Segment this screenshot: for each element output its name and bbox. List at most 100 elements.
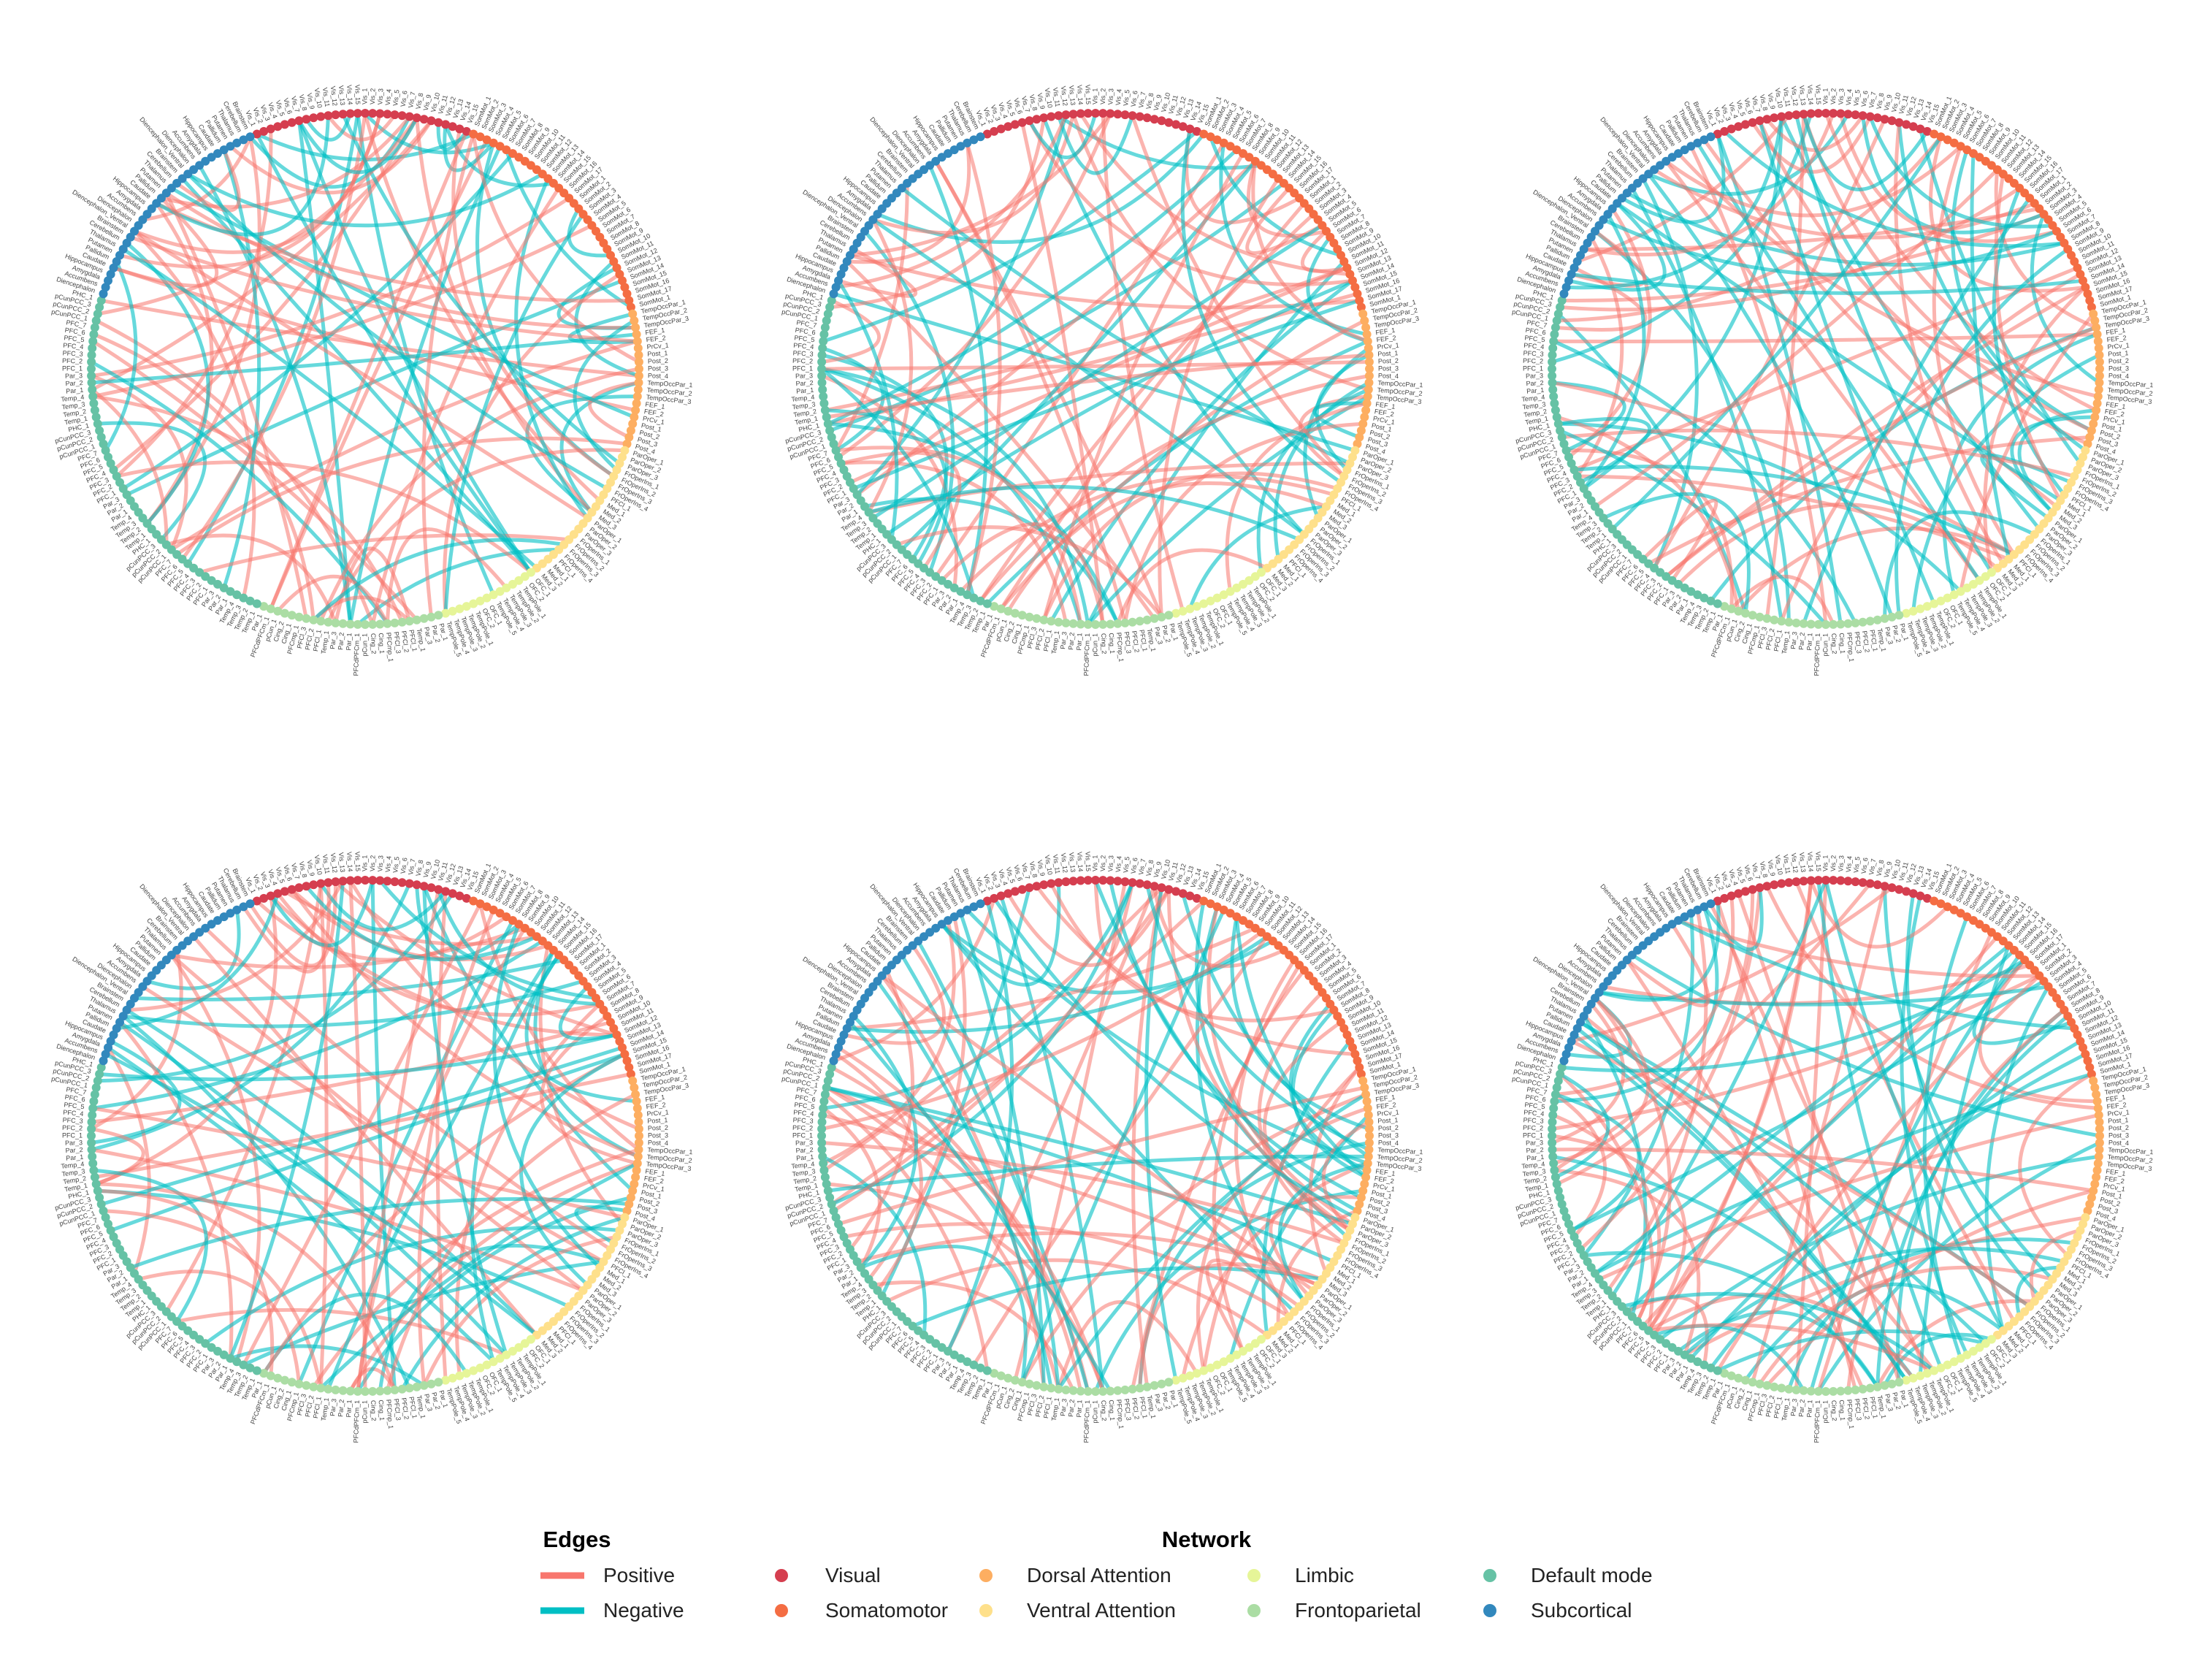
node-visual xyxy=(1091,876,1100,885)
node-visual xyxy=(1076,109,1085,118)
node-label: Vis_2 xyxy=(369,88,377,105)
node-visual xyxy=(996,124,1006,134)
node-visual xyxy=(1017,118,1027,127)
node-label: Vis_3 xyxy=(1837,855,1845,872)
positive-edge xyxy=(1158,177,1280,617)
chord-panel: Vis_1Vis_2Vis_3Vis_4Vis_5Vis_6Vis_7Vis_8… xyxy=(1511,852,2153,1443)
node-visual xyxy=(316,112,326,121)
somatomotor-network-label: Somatomotor xyxy=(825,1599,948,1622)
node-frontoparietal xyxy=(1784,1384,1794,1394)
node-label: Vis_8 xyxy=(414,92,424,110)
negative-edge xyxy=(829,181,1285,432)
node-frontoparietal xyxy=(397,1384,407,1394)
negative-edge xyxy=(827,148,1239,426)
node-frontoparietal xyxy=(1010,608,1020,618)
node-visual xyxy=(419,882,429,891)
node-frontoparietal xyxy=(1887,612,1897,622)
positive-edge xyxy=(115,129,273,478)
node-frontoparietal xyxy=(1091,1387,1100,1396)
negative-edge xyxy=(1303,346,1370,519)
positive-edge xyxy=(979,374,1370,603)
node-default_mode xyxy=(91,316,101,325)
node-label: Par_1 xyxy=(796,386,814,395)
node-frontoparietal xyxy=(302,614,311,623)
node-visual xyxy=(1164,118,1174,127)
node-label: Vis_5 xyxy=(391,89,400,106)
node-default_mode xyxy=(90,323,99,332)
node-frontoparietal xyxy=(427,612,436,622)
node-default_mode xyxy=(823,309,833,318)
node-frontoparietal xyxy=(1880,1381,1889,1390)
negative-edge xyxy=(197,164,353,625)
node-visual xyxy=(324,878,333,887)
positive-edge xyxy=(1071,113,1369,392)
node-default_mode xyxy=(976,596,985,606)
node-visual xyxy=(287,118,297,127)
negative-edge xyxy=(443,213,585,614)
dorsal-attention-network-label: Dorsal Attention xyxy=(1027,1564,1171,1587)
node-default_mode xyxy=(95,302,104,312)
node-frontoparietal xyxy=(1047,616,1056,626)
chord-panel: Vis_1Vis_2Vis_3Vis_4Vis_5Vis_6Vis_7Vis_8… xyxy=(50,852,692,1443)
node-frontoparietal xyxy=(1003,606,1013,616)
node-frontoparietal xyxy=(1120,618,1130,627)
node-label: Par_3 xyxy=(1526,1139,1543,1147)
node-label: PFC_3 xyxy=(62,1116,83,1125)
positive-edge xyxy=(199,533,570,575)
node-frontoparietal xyxy=(316,616,326,626)
positive-edge xyxy=(845,260,1156,620)
node-visual xyxy=(1083,876,1093,885)
node-label: Par_2 xyxy=(1526,379,1544,387)
positive-edge xyxy=(133,229,589,520)
node-dorsal_attention xyxy=(1364,378,1374,387)
node-frontoparietal xyxy=(1777,616,1786,626)
chord-panels: Vis_1Vis_2Vis_3Vis_4Vis_5Vis_6Vis_7Vis_8… xyxy=(50,85,2153,1443)
negative-edge xyxy=(1188,505,1327,610)
node-frontoparietal xyxy=(361,620,370,629)
positive-edge xyxy=(821,299,881,364)
negative-edge xyxy=(852,299,1361,491)
node-label: Temp_3 xyxy=(61,400,85,411)
node-label: PFCmp_1 xyxy=(385,1399,394,1429)
node-label: Par_1 xyxy=(66,386,84,395)
negative-edge xyxy=(348,145,502,625)
node-frontoparietal xyxy=(427,1379,436,1389)
positive-edge xyxy=(175,436,627,557)
positive-edge-label: Positive xyxy=(603,1564,675,1587)
node-subcortical xyxy=(1706,132,1716,142)
node-label: Vis_2 xyxy=(369,855,377,872)
node-label: Vis_3 xyxy=(1106,88,1114,105)
node-limbic xyxy=(1199,599,1209,608)
node-visual xyxy=(353,876,362,885)
negative-edge xyxy=(91,332,637,385)
node-visual xyxy=(302,115,311,124)
node-label: Par_2 xyxy=(795,1146,814,1154)
negative-edge xyxy=(186,172,544,228)
nodes xyxy=(817,109,1374,629)
node-label: PFC_3 xyxy=(792,349,814,358)
node-label: Vis_9 xyxy=(422,93,433,111)
node-label: FEF_2 xyxy=(643,408,664,418)
node-visual xyxy=(1150,115,1159,124)
node-visual xyxy=(1851,877,1860,887)
node-label: PrCv_1 xyxy=(646,342,669,351)
limbic-network-label: Limbic xyxy=(1295,1564,1354,1587)
node-dorsal_attention xyxy=(634,351,643,360)
negative-edge xyxy=(186,112,360,565)
negative-edge xyxy=(436,122,468,152)
negative-edge xyxy=(821,367,1083,625)
node-label: Cing_2 xyxy=(370,633,378,654)
node-visual xyxy=(455,124,464,134)
node-label: PFC_2 xyxy=(792,357,813,365)
node-frontoparietal xyxy=(280,608,289,618)
node-default_mode xyxy=(87,378,96,387)
node-visual xyxy=(412,113,421,123)
node-limbic xyxy=(462,602,471,611)
edges xyxy=(820,112,1370,626)
node-label: Vis_15 xyxy=(353,85,362,105)
node-frontoparietal xyxy=(1821,620,1830,629)
negative-edge xyxy=(559,381,640,513)
node-label: Par_1 xyxy=(66,1153,84,1162)
positive-edge xyxy=(838,247,917,298)
positive-edge xyxy=(1041,152,1245,621)
